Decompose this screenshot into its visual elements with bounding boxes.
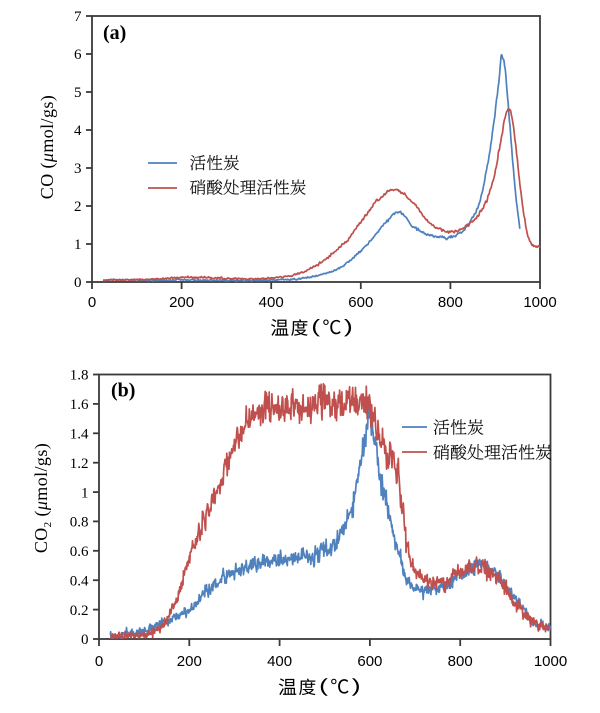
- svg-text:1.2: 1.2: [70, 456, 89, 472]
- svg-text:1.4: 1.4: [70, 427, 89, 443]
- svg-text:0: 0: [88, 294, 96, 311]
- svg-text:(b): (b): [111, 380, 135, 402]
- svg-text:0.6: 0.6: [70, 544, 89, 560]
- svg-text:1.6: 1.6: [70, 397, 89, 413]
- svg-text:200: 200: [177, 653, 202, 670]
- svg-text:3: 3: [74, 161, 82, 177]
- svg-text:6: 6: [74, 47, 82, 63]
- svg-text:0.4: 0.4: [70, 573, 89, 589]
- svg-text:0.2: 0.2: [70, 603, 89, 619]
- svg-text:800: 800: [438, 294, 463, 311]
- svg-text:600: 600: [357, 653, 382, 670]
- svg-text:0: 0: [95, 653, 103, 670]
- svg-text:600: 600: [348, 294, 373, 311]
- svg-text:1: 1: [74, 237, 82, 253]
- svg-text:400: 400: [259, 294, 284, 311]
- svg-text:0.8: 0.8: [70, 515, 89, 531]
- svg-text:(a): (a): [103, 22, 126, 44]
- svg-text:2: 2: [74, 199, 82, 215]
- svg-text:CO2 (μmol/gs): CO2 (μmol/gs): [31, 443, 54, 553]
- svg-text:1.8: 1.8: [70, 368, 89, 384]
- svg-text:800: 800: [448, 653, 473, 670]
- svg-text:0: 0: [74, 275, 82, 291]
- svg-text:1000: 1000: [534, 653, 567, 670]
- svg-text:1000: 1000: [523, 294, 556, 311]
- svg-text:1: 1: [81, 485, 89, 501]
- svg-text:4: 4: [74, 123, 82, 139]
- svg-text:5: 5: [74, 85, 82, 101]
- svg-text:200: 200: [169, 294, 194, 311]
- svg-text:7: 7: [74, 9, 82, 25]
- svg-text:400: 400: [267, 653, 292, 670]
- svg-text:0: 0: [81, 632, 89, 648]
- svg-text:CO (μmol/gs): CO (μmol/gs): [37, 95, 58, 199]
